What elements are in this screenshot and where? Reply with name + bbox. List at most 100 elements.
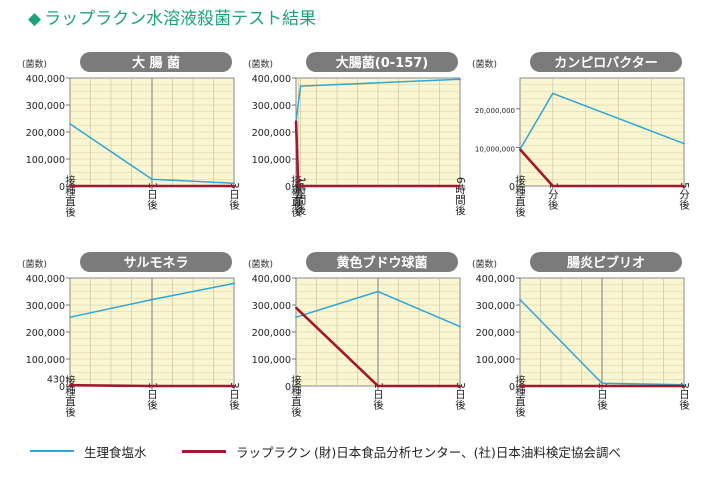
chart-title: ◆ ラップラクン水溶液殺菌テスト結果 <box>28 4 316 29</box>
x-tick-label: 3日後 <box>228 182 240 210</box>
panel-e-coli: 大 腸 菌 (菌数) 400,000 300,000 200,000 100,000 0 接種… <box>6 48 246 248</box>
y-tick-label: 300,000 <box>26 301 65 312</box>
x-tick-label: 5分後 <box>292 182 304 210</box>
series-wraprakun-point <box>69 384 71 387</box>
series-saline-point <box>377 290 379 293</box>
panel-title-bar <box>80 52 232 72</box>
x-tick-label: 接種直後 <box>514 174 526 217</box>
chart-svg: 腸炎ビブリオ (菌数) 400,000 300,000 200,000 100,000 0 接… <box>472 252 690 417</box>
y-tick-label: 100,000 <box>26 155 65 166</box>
series-wraprakun-point <box>551 185 554 187</box>
y-tick-label: 400,000 <box>26 274 65 285</box>
y-tick-label: 400,000 <box>476 274 515 285</box>
y-tick-label: 300,000 <box>476 301 515 312</box>
series-saline-point <box>233 182 235 185</box>
panel-title-bar <box>530 252 682 272</box>
y-unit-label: (菌数) <box>22 258 47 270</box>
x-tick-label: 3日後 <box>454 382 466 410</box>
x-tick-label: 1日後 <box>596 382 608 410</box>
series-wraprakun-point <box>683 385 685 387</box>
series-wraprakun-point <box>683 185 685 187</box>
x-tick-label: 接種直後 <box>64 374 76 417</box>
y-tick-label: 100,000 <box>26 355 65 366</box>
series-wraprakun-point <box>233 185 235 187</box>
y-tick-label: 400,000 <box>252 274 291 285</box>
y-tick-label: 0 <box>285 382 291 393</box>
chart-svg: カンピロバクター (菌数) 20,000,000 10,000,000 0 接種直後 1分後… <box>472 52 690 217</box>
y-tick-label: 200,000 <box>252 328 291 339</box>
panel-campylobacter: カンピロバクター (菌数) 20,000,000 10,000,000 0 接種直後 1分後… <box>456 48 696 248</box>
panel-title-bar <box>306 52 458 72</box>
series-wraprakun-point <box>69 185 71 187</box>
y-unit-label: (菌数) <box>248 258 273 270</box>
x-tick-label: 接種直後 <box>64 174 76 217</box>
y-tick-label: 0 <box>59 182 65 193</box>
y-tick-label: 0 <box>509 182 515 193</box>
series-saline-point <box>299 85 302 87</box>
x-tick-label: 接種直後 <box>514 374 526 417</box>
panel-title: 大腸菌(0-157) <box>336 55 428 71</box>
x-tick-label: 3日後 <box>228 382 240 410</box>
series-saline-point <box>151 178 153 181</box>
series-wraprakun-point <box>295 120 297 123</box>
y-tick-label: 300,000 <box>252 301 291 312</box>
y-tick-label: 200,000 <box>476 328 515 339</box>
panel-e-coli-o157: 大腸菌(0-157) (菌数) 400,000 300,000 200,000 100,0… <box>232 48 472 248</box>
series-wraprakun-point <box>459 385 461 387</box>
panel-title-bar <box>306 252 458 272</box>
y-tick-label: 100,000 <box>252 155 291 166</box>
series-saline-point <box>551 92 554 95</box>
series-wraprakun-point <box>459 185 461 187</box>
series-saline-point <box>519 298 521 301</box>
panel-title: カンピロバクター <box>554 56 657 71</box>
panel-title-bar <box>530 52 682 72</box>
y-unit-label: (菌数) <box>472 58 497 70</box>
series-saline-point <box>151 298 153 301</box>
series-saline-point <box>295 316 297 319</box>
y-unit-label: (菌数) <box>472 258 497 270</box>
y-tick-label: 0 <box>509 382 515 393</box>
series-saline-point <box>459 325 461 328</box>
series-wraprakun-point <box>151 185 153 187</box>
x-tick-label: 5分後 <box>678 182 690 210</box>
chart-svg: サルモネラ (菌数) 400,000 300,000 200,000 100,000 430… <box>22 252 240 417</box>
series-saline-point <box>69 316 71 319</box>
series-wraprakun-point <box>295 306 297 309</box>
y-tick-label: 100,000 <box>252 355 291 366</box>
panel-title-bar <box>80 252 232 272</box>
y-tick-label: 400,000 <box>26 74 65 85</box>
legend-wraprakun-label: ラップラクン <box>236 445 312 460</box>
panel-title: 腸炎ビブリオ <box>567 255 645 271</box>
legend: 生理食塩水 ラップラクン (財)日本食品分析センター、(社)日本油料検定協会調べ <box>30 440 720 462</box>
y-tick-label: 20,000,000 <box>475 107 515 115</box>
chart-svg: 大腸菌(0-157) (菌数) 400,000 300,000 200,000 100,0… <box>248 52 466 217</box>
x-tick-label: 1時間後 <box>295 177 307 215</box>
diamond-icon: ◆ <box>28 9 42 29</box>
series-saline-point <box>233 282 235 285</box>
chart-svg: 黄色ブドウ球菌 (菌数) 400,000 300,000 200,000 100,000 0… <box>248 252 466 417</box>
x-tick-label: 1日後 <box>146 382 158 410</box>
series-saline-point <box>69 123 71 125</box>
panel-staphylococcus: 黄色ブドウ球菌 (菌数) 400,000 300,000 200,000 100,000 0… <box>232 248 472 448</box>
series-saline-point <box>683 142 685 145</box>
series-saline-point <box>601 382 603 385</box>
panel-title: 大 腸 菌 <box>132 55 180 71</box>
y-tick-label: 0 <box>59 382 65 393</box>
x-tick-label: 1日後 <box>372 382 384 410</box>
y-unit-label: (菌数) <box>22 58 47 70</box>
panel-title: サルモネラ <box>123 256 188 271</box>
y-tick-label: 200,000 <box>252 128 291 139</box>
legend-source: (財)日本食品分析センター、(社)日本油料検定協会調べ <box>314 445 621 460</box>
y-unit-label: (菌数) <box>248 58 273 70</box>
series-wraprakun-point <box>233 385 235 387</box>
legend-wraprakun-swatch <box>182 450 226 453</box>
y-tick-label: 100,000 <box>476 355 515 366</box>
y-tick-label: 300,000 <box>26 101 65 112</box>
panel-vibrio: 腸炎ビブリオ (菌数) 400,000 300,000 200,000 100,000 0 接… <box>456 248 696 448</box>
legend-saline-label: 生理食塩水 <box>84 445 147 460</box>
panel-title: 黄色ブドウ球菌 <box>336 255 427 271</box>
chart-svg: 大 腸 菌 (菌数) 400,000 300,000 200,000 100,000 0 接種… <box>22 52 240 217</box>
series-wraprakun-point <box>297 185 300 187</box>
series-wraprakun-point <box>519 148 521 151</box>
x-tick-label: 1日後 <box>146 182 158 210</box>
